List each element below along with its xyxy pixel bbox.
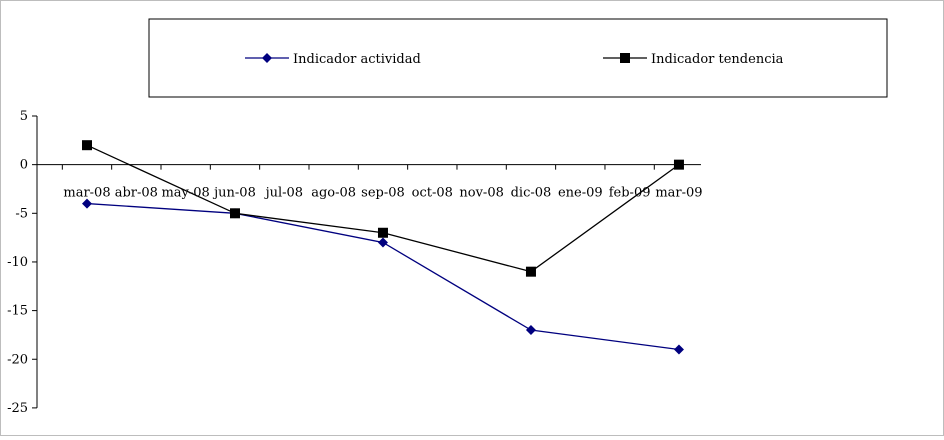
data-point <box>82 198 92 209</box>
data-point <box>673 159 684 170</box>
data-point <box>525 266 536 277</box>
series-line-indicador-actividad <box>86 202 680 351</box>
x-tick-label: jul-08 <box>264 186 304 201</box>
data-point <box>673 344 684 355</box>
legend-item-indicador-actividad: Indicador actividad <box>245 52 421 67</box>
legend-marker <box>262 53 272 63</box>
x-tick-label: mar-08 <box>63 186 110 201</box>
y-tick-label: -20 <box>7 352 28 367</box>
y-tick-label: 5 <box>20 109 28 124</box>
y-tick-label: -15 <box>7 304 28 319</box>
data-point <box>229 208 240 219</box>
legend-label: Indicador tendencia <box>651 52 784 67</box>
y-tick-label: 0 <box>20 158 28 173</box>
x-tick-label: oct-08 <box>412 186 453 201</box>
series-indicador-tendencia <box>82 140 684 277</box>
data-point <box>377 237 388 248</box>
series-group <box>82 140 684 355</box>
legend-item-indicador-tendencia: Indicador tendencia <box>603 52 784 67</box>
x-tick-label: ene-09 <box>558 186 603 201</box>
y-tick-label: -25 <box>7 401 28 416</box>
x-tick-label: sep-08 <box>361 186 405 201</box>
x-tick-label: may-08 <box>161 186 209 201</box>
axes: 5 0 -5 -10 -15 -20 -25 mar-08 abr-08 may-08 jun-08… <box>7 109 703 416</box>
x-tick-label: feb-09 <box>609 186 651 201</box>
legend: Indicador actividad Indicador tendencia <box>148 18 888 98</box>
legend-label: Indicador actividad <box>293 52 421 67</box>
data-point <box>82 140 92 151</box>
x-tick-label: jun-08 <box>212 186 256 201</box>
legend-marker <box>620 53 630 63</box>
x-tick-label: mar-09 <box>655 186 702 201</box>
data-point <box>377 227 388 238</box>
x-tick-label: nov-08 <box>459 186 503 201</box>
y-tick-label: -10 <box>7 255 28 270</box>
data-point <box>525 325 536 336</box>
x-tick-label: ago-08 <box>311 186 356 201</box>
x-tick-label: abr-08 <box>115 186 158 201</box>
series-indicador-actividad <box>82 198 684 355</box>
y-tick-label: -5 <box>15 206 28 221</box>
x-tick-label: dic-08 <box>511 186 552 201</box>
